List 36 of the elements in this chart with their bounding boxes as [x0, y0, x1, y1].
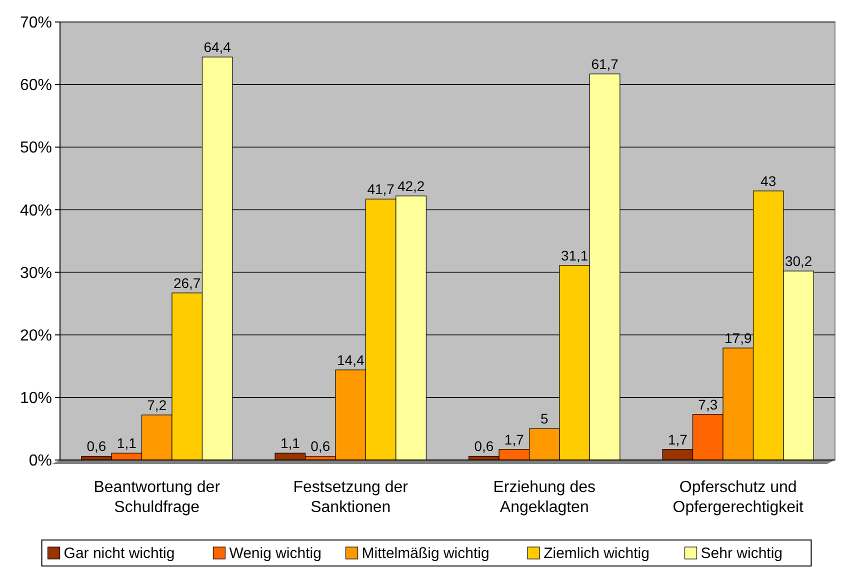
data-label: 42,2 — [397, 178, 425, 194]
data-label: 31,1 — [560, 247, 588, 264]
legend-label: Sehr wichtig — [700, 545, 783, 562]
x-tick-label: Erziehung des Angeklagten — [493, 479, 596, 516]
y-tick-label: 70% — [20, 14, 52, 32]
data-label: 43 — [760, 172, 776, 189]
data-label: 0,6 — [86, 438, 106, 454]
data-label: 5 — [540, 410, 548, 427]
y-tick-label: 60% — [20, 77, 52, 94]
data-label: 26,7 — [173, 274, 201, 291]
x-tick-label: Festsetzung der Sanktionen — [293, 479, 409, 516]
data-label: 30,2 — [784, 253, 812, 270]
legend-label: Mittelmäßig wichtig — [362, 545, 490, 562]
legend-label: Ziemlich wichtig — [544, 545, 650, 562]
data-label: 0,6 — [474, 438, 494, 454]
data-label: 1,1 — [280, 435, 300, 452]
data-label: 14,4 — [337, 352, 364, 368]
x-tick-label: Opferschutz und Opfergerechtigkeit — [672, 479, 804, 516]
data-label: 7,2 — [147, 396, 167, 413]
data-label: 64,4 — [204, 39, 232, 56]
y-tick-label: 0% — [28, 452, 52, 470]
data-label: 1,7 — [504, 431, 524, 448]
y-tick-label: 40% — [20, 202, 52, 220]
y-tick-label: 50% — [20, 140, 52, 157]
x-tick-label: Beantwortung der Schuldfrage — [94, 479, 221, 516]
data-label: 41,7 — [367, 181, 395, 198]
data-label: 7,3 — [698, 396, 718, 412]
legend-label: Gar nicht wichtig — [64, 545, 175, 562]
y-tick-label: 30% — [20, 264, 52, 282]
y-tick-label: 20% — [20, 327, 52, 344]
data-label: 61,7 — [591, 56, 619, 72]
y-tick-label: 10% — [20, 390, 52, 408]
data-label: 0,6 — [310, 438, 330, 454]
data-label: 1,7 — [668, 431, 688, 448]
legend-label: Wenig wichtig — [229, 545, 322, 562]
data-label: 1,1 — [116, 435, 137, 452]
